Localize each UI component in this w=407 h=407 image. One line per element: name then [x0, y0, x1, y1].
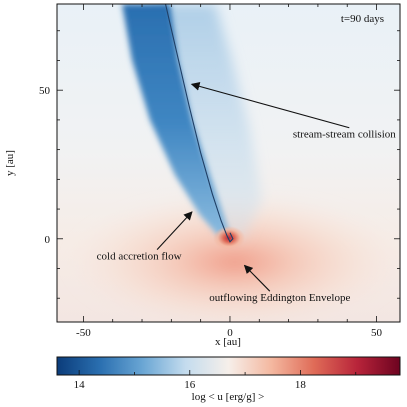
colorbar-tick-label: 14 [74, 379, 86, 391]
annotation-arrow [156, 211, 193, 250]
colorbar-ticks: 14 16 18 [74, 370, 357, 391]
x-tick-label: 50 [371, 327, 383, 339]
y-axis-ticks: 0 50 [39, 30, 400, 299]
x-axis-label: x [au] [215, 336, 241, 348]
colorbar-tick-label: 18 [295, 379, 307, 391]
y-axis-label: y [au] [4, 150, 16, 176]
annotation-label: stream-stream collision [293, 129, 396, 141]
colorbar-label: log < u [erg/g] > [192, 391, 265, 403]
annotations: stream-stream collision cold accretion fl… [97, 82, 396, 304]
x-axis-ticks: -50 0 50 [76, 4, 383, 339]
plot-frame [56, 3, 401, 323]
annotation-arrow [190, 82, 350, 129]
x-tick-label: -50 [76, 327, 91, 339]
y-tick-label: 0 [45, 234, 51, 246]
time-label: t=90 days [341, 13, 384, 25]
x-tick-label: 0 [227, 327, 233, 339]
colorbar-tick-label: 16 [184, 379, 196, 391]
hot-spot [213, 226, 245, 250]
stream-orbit-line [164, 4, 234, 243]
cold-stream [122, 4, 232, 240]
y-tick-label: 50 [39, 85, 51, 97]
annotation-label: outflowing Eddington Envelope [209, 292, 350, 304]
annotation-label: cold accretion flow [97, 251, 182, 263]
eddington-envelope [65, 192, 400, 322]
colorbar [56, 356, 401, 376]
annotation-arrow [243, 264, 271, 292]
heatmap-field [57, 4, 400, 322]
